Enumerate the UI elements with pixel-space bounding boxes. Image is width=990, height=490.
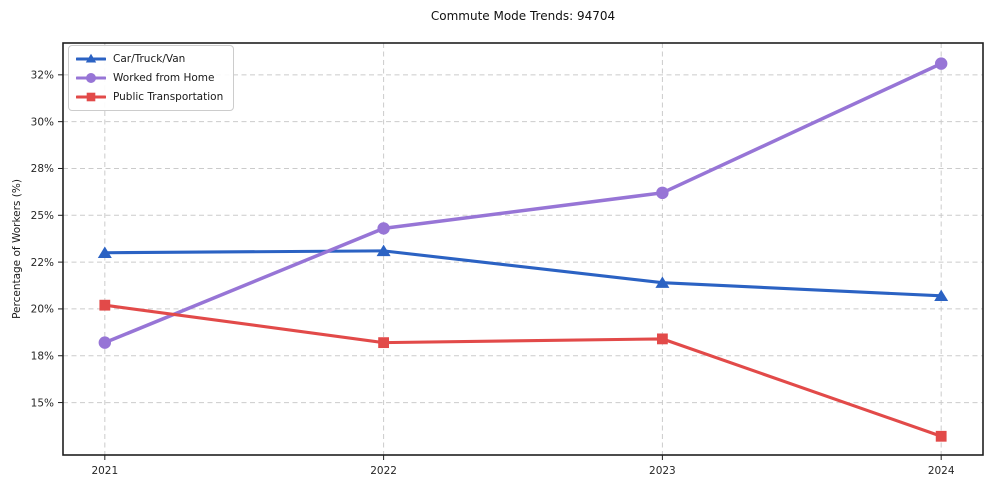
data-point-triangle — [97, 246, 112, 258]
data-point-circle — [656, 186, 669, 200]
data-point-square — [378, 337, 390, 349]
data-point-square — [99, 299, 111, 311]
legend-swatch-triangle-icon — [76, 53, 106, 63]
data-point-circle — [98, 336, 112, 349]
x-tick-label: 2023 — [649, 465, 676, 477]
y-tick-label: 28% — [31, 163, 54, 175]
x-tick-label: 2022 — [370, 465, 397, 477]
x-tick-label: 2024 — [928, 465, 955, 477]
series-worked-from-home — [98, 57, 948, 349]
data-point-circle — [377, 222, 390, 235]
series-line — [103, 303, 943, 438]
plot-border — [62, 42, 984, 456]
legend-swatch-square-icon — [76, 92, 106, 102]
legend-item-worked-from-home: Worked from Home — [76, 70, 223, 86]
y-tick-label: 32% — [31, 70, 54, 82]
legend-label: Car/Truck/Van — [113, 53, 186, 65]
legend-item-car-truck-van: Car/Truck/Van — [76, 51, 223, 67]
legend-label: Worked from Home — [113, 72, 215, 84]
data-point-square — [656, 333, 668, 345]
series-line — [103, 61, 943, 345]
y-tick-label: 25% — [31, 210, 54, 222]
data-point-triangle — [934, 289, 949, 302]
series-public-transportation — [99, 299, 947, 442]
legend: Car/Truck/Van Worked from Home Public Tr… — [68, 45, 235, 111]
x-tick-label: 2021 — [91, 465, 118, 477]
data-point-square — [935, 430, 947, 442]
legend-label: Public Transportation — [113, 91, 224, 103]
data-point-circle — [934, 57, 948, 70]
legend-item-public-transportation: Public Transportation — [76, 89, 223, 105]
series-car-truck-van — [97, 244, 949, 302]
series-line — [103, 249, 943, 298]
data-point-triangle — [376, 244, 391, 257]
y-tick-label: 22% — [31, 257, 54, 269]
chart-title: Commute Mode Trends: 94704 — [430, 9, 616, 23]
y-tick-label: 18% — [31, 350, 54, 362]
y-tick-label: 30% — [31, 116, 54, 128]
y-tick-label: 15% — [31, 397, 54, 409]
data-point-triangle — [655, 276, 670, 288]
legend-swatch-circle-icon — [76, 73, 106, 83]
y-tick-label: 20% — [31, 304, 54, 316]
